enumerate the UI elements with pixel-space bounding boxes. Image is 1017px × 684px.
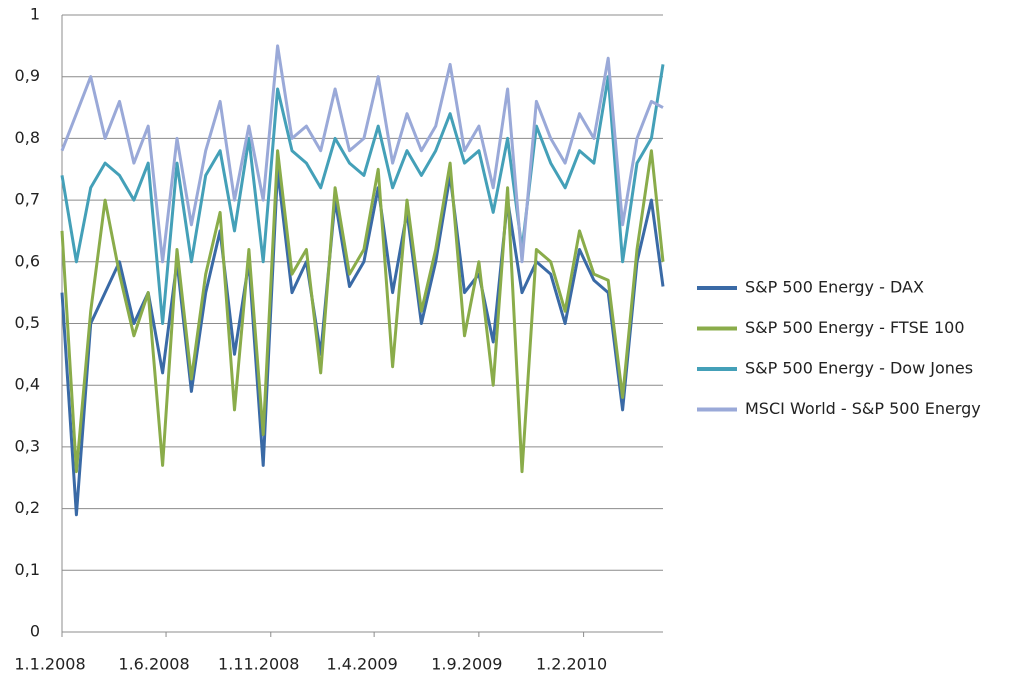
series-line bbox=[60, 149, 665, 474]
y-tick-label: 0,1 bbox=[15, 560, 40, 579]
x-tick-label: 1.9.2009 bbox=[431, 655, 502, 674]
legend-label: MSCI World - S&P 500 Energy bbox=[745, 399, 981, 418]
x-tick-label: 1.2.2010 bbox=[536, 655, 607, 674]
x-tick-label: 1.11.2008 bbox=[218, 655, 299, 674]
series-line bbox=[60, 44, 664, 264]
legend-label: S&P 500 Energy - DAX bbox=[745, 278, 924, 297]
y-tick-label: 0,4 bbox=[15, 375, 40, 394]
x-tick-label: 1.6.2008 bbox=[118, 655, 189, 674]
y-tick-label: 0,3 bbox=[15, 436, 40, 455]
y-tick-label: 0,5 bbox=[15, 313, 40, 332]
x-tick-label: 1.1.2008 bbox=[14, 655, 85, 674]
y-tick-label: 0,9 bbox=[15, 66, 40, 85]
series-line bbox=[60, 167, 665, 517]
y-tick-label: 0 bbox=[30, 622, 40, 641]
y-tick-label: 0,6 bbox=[15, 251, 40, 270]
y-tick-label: 0,8 bbox=[15, 128, 40, 147]
x-tick-label: 1.4.2009 bbox=[327, 655, 398, 674]
series-line bbox=[60, 64, 665, 325]
y-tick-label: 1 bbox=[30, 5, 40, 24]
legend-label: S&P 500 Energy - FTSE 100 bbox=[745, 318, 965, 337]
y-tick-label: 0,2 bbox=[15, 498, 40, 517]
y-tick-label: 0,7 bbox=[15, 190, 40, 209]
legend-label: S&P 500 Energy - Dow Jones bbox=[745, 359, 973, 378]
